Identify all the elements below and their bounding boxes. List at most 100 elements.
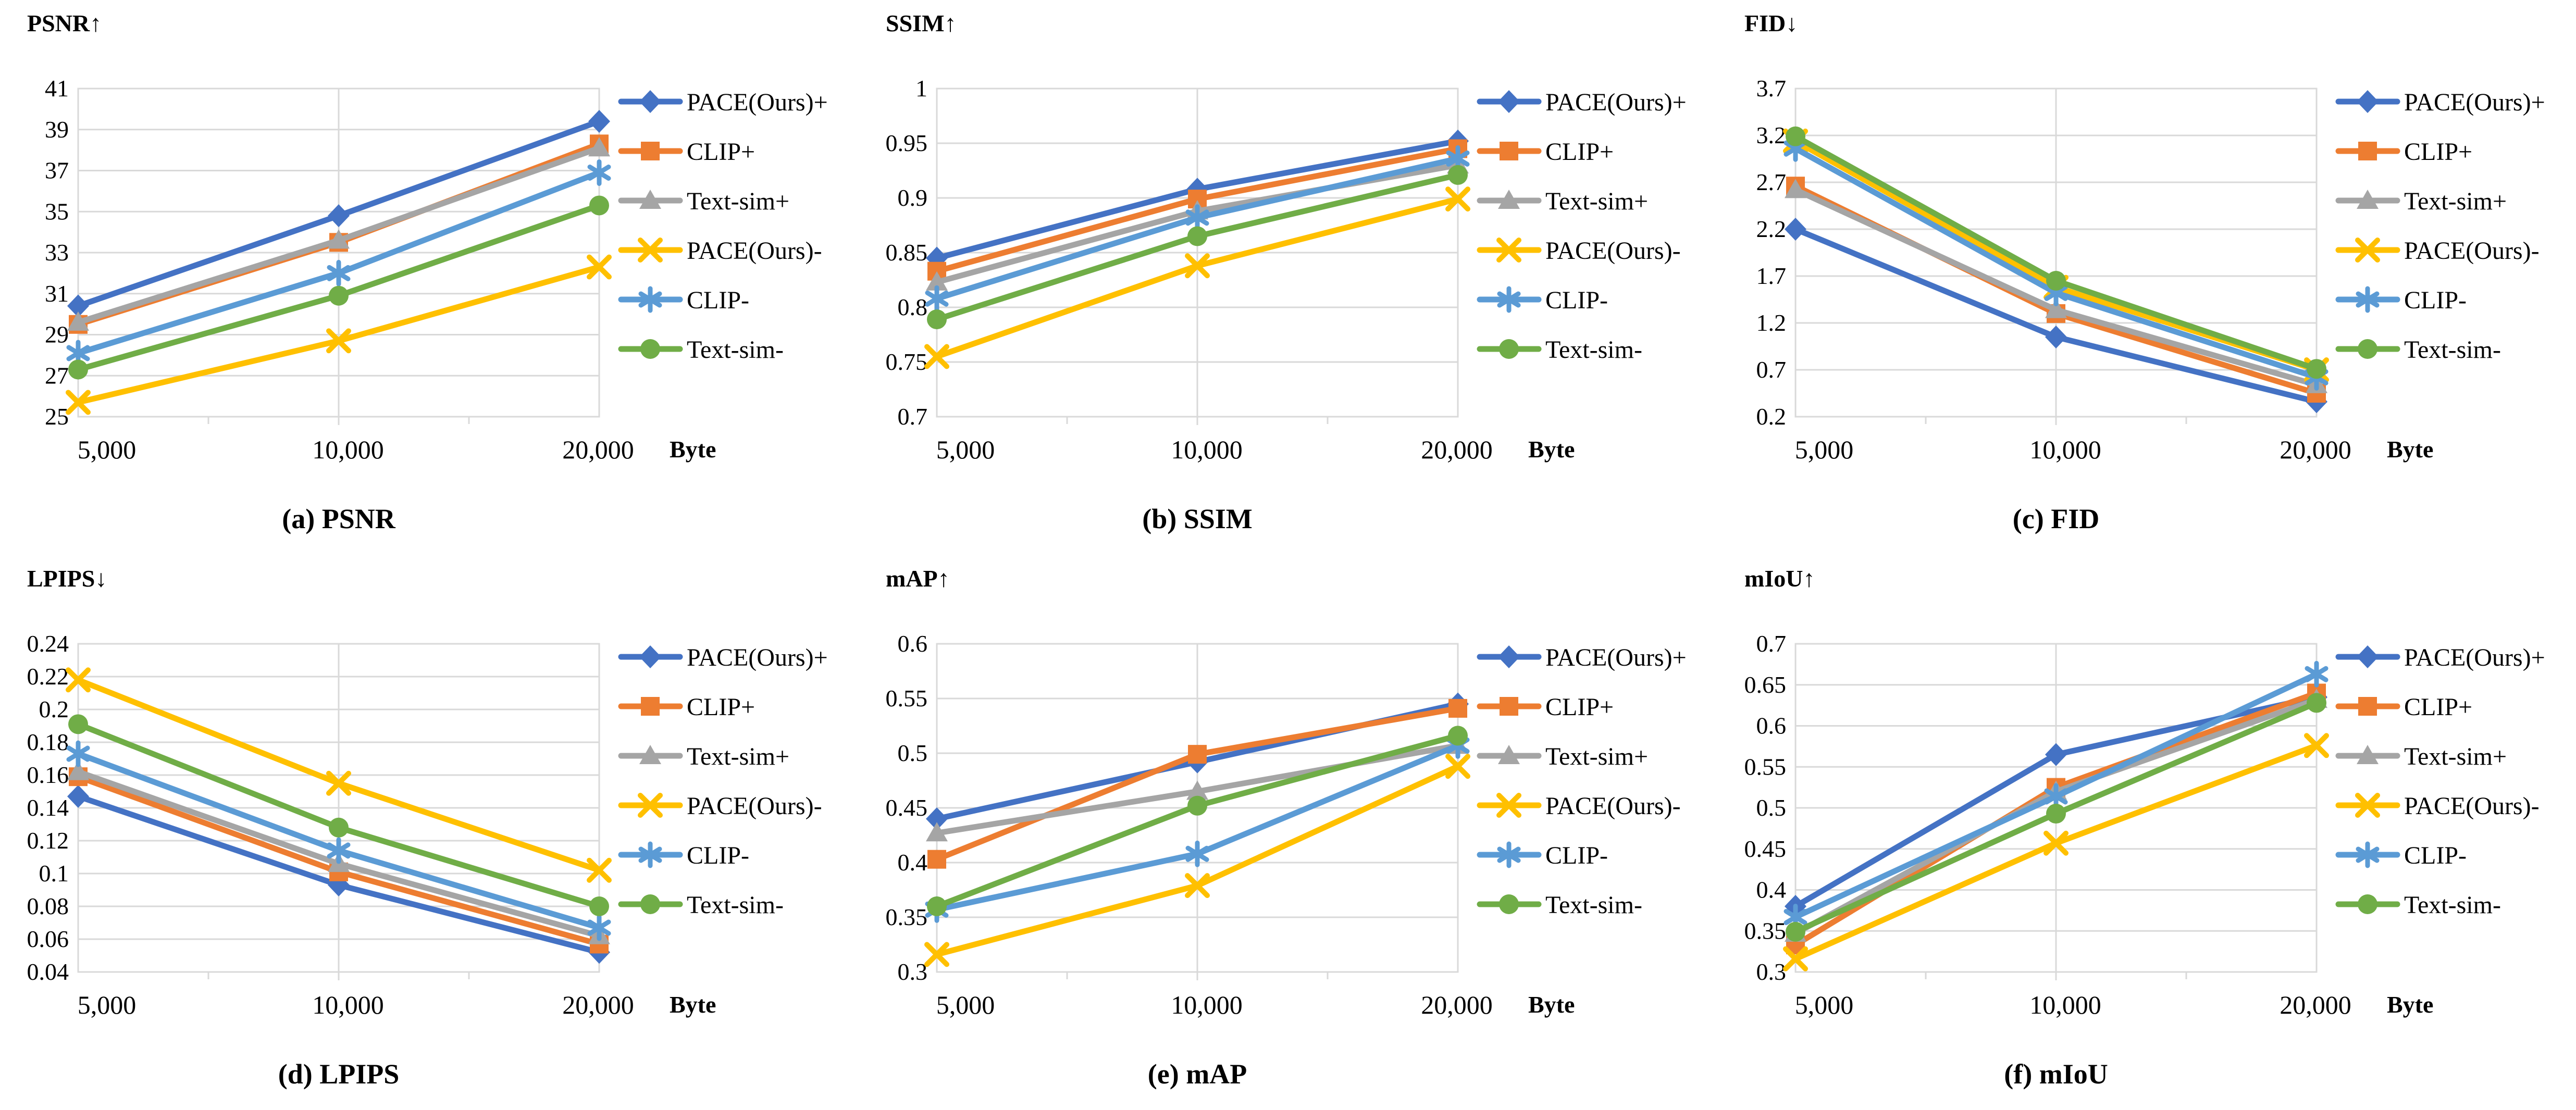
legend-label: Text-sim+ (687, 743, 789, 770)
square-marker-icon (641, 142, 660, 160)
series-group (924, 129, 1470, 369)
legend-item: Text-sim+ (2335, 743, 2507, 770)
circle-marker-icon (589, 195, 609, 216)
x-tick-label: 20,000 (1421, 990, 1493, 1019)
circle-marker-icon (2307, 693, 2326, 713)
square-marker-icon (927, 850, 946, 869)
y-tick-label: 0.4 (898, 849, 928, 876)
x-marker-icon (1185, 253, 1210, 279)
square-marker-icon (1500, 697, 1518, 716)
x-tick-label: 20,000 (562, 435, 634, 464)
asterisk-marker-icon (1185, 845, 1209, 862)
y-tick-label: 0.08 (27, 893, 69, 919)
y-tick-label: 0.2 (39, 696, 69, 722)
y-tick-label: 27 (45, 362, 69, 389)
asterisk-marker-icon (1497, 846, 1521, 863)
legend-item: CLIP+ (618, 138, 755, 166)
x-marker-icon (1496, 238, 1521, 263)
legend-item: PACE(Ours)- (1477, 792, 1681, 820)
legend-label: Text-sim- (1545, 891, 1642, 919)
plot-border (1794, 643, 2318, 973)
chart-a-svg: PSNR↑ 25 27 29 31 33 35 37 39 41 5,000 10,000 20,000… (27, 10, 828, 534)
legend: PACE(Ours)+ CLIP+ Text-sim+ PACE(Ours)- CLIP… (2335, 644, 2545, 919)
panel-caption: (a) PSNR (282, 503, 395, 534)
legend-item: PACE(Ours)+ (1477, 644, 1687, 671)
y-tick-label: 0.4 (1756, 877, 1787, 903)
legend-label: Text-sim+ (1545, 188, 1648, 215)
legend-label: CLIP- (2404, 842, 2467, 869)
legend-label: PACE(Ours)- (1545, 237, 1681, 265)
diamond-marker-icon (1498, 90, 1520, 113)
x-marker-icon (1496, 793, 1521, 818)
legend-item: CLIP- (1477, 841, 1608, 869)
x-tick-label: 20,000 (562, 990, 634, 1019)
legend-item: PACE(Ours)+ (618, 89, 828, 116)
diamond-marker-icon (588, 110, 610, 133)
triangle-marker-icon (67, 760, 89, 780)
legend-label: CLIP+ (1545, 693, 1614, 721)
x-marker-icon (924, 344, 949, 369)
circle-marker-icon (640, 894, 660, 914)
panel-caption: (e) mAP (1148, 1058, 1247, 1090)
x-tick-label: 5,000 (78, 435, 137, 464)
plot-grid (936, 88, 1459, 425)
x-marker-icon (2355, 238, 2380, 263)
y-tick-label: 2.2 (1756, 216, 1787, 242)
y-tick-label: 3.2 (1756, 122, 1787, 148)
asterisk-marker-icon (638, 846, 662, 863)
legend-label: PACE(Ours)- (687, 792, 822, 820)
diamond-marker-icon (926, 807, 948, 830)
x-marker-icon (587, 857, 612, 883)
legend-label: Text-sim- (687, 891, 784, 919)
legend-item: PACE(Ours)+ (2335, 644, 2545, 671)
panel-caption: (b) SSIM (1142, 503, 1253, 534)
legend-label: CLIP- (687, 842, 749, 869)
chart-title: mAP↑ (886, 565, 950, 592)
asterisk-marker-icon (66, 745, 90, 762)
x-tick-label: 10,000 (312, 435, 384, 464)
legend-label: PACE(Ours)+ (1545, 644, 1687, 671)
series-group (1783, 126, 2329, 414)
x-axis-title: Byte (1528, 991, 1575, 1018)
y-tick-label: 0.7 (1756, 356, 1787, 383)
circle-marker-icon (1499, 894, 1519, 914)
y-tick-label: 0.45 (1744, 835, 1787, 862)
y-tick-label: 0.6 (1756, 713, 1787, 739)
asterisk-marker-icon (327, 842, 351, 859)
circle-marker-icon (68, 714, 88, 734)
x-tick-label: 5,000 (936, 435, 995, 464)
chart-panel-a: PSNR↑ 25 27 29 31 33 35 37 39 41 5,000 10,000 20,000… (0, 0, 859, 555)
legend-label: CLIP- (2404, 286, 2467, 314)
x-axis-title: Byte (2387, 991, 2433, 1018)
triangle-marker-icon (588, 137, 610, 157)
x-axis-title: Byte (670, 991, 716, 1018)
legend-item: PACE(Ours)+ (1477, 89, 1687, 116)
diamond-marker-icon (639, 90, 661, 113)
legend: PACE(Ours)+ CLIP+ Text-sim+ PACE(Ours)- CLIP… (1477, 89, 1687, 364)
diamond-marker-icon (1498, 645, 1520, 668)
diamond-marker-icon (67, 784, 89, 808)
chart-title: PSNR↑ (27, 10, 102, 36)
legend-label: PACE(Ours)- (1545, 792, 1681, 820)
square-marker-icon (1448, 699, 1467, 718)
y-tick-label: 0.6 (898, 630, 928, 657)
y-tick-label: 35 (45, 198, 69, 225)
x-marker-icon (587, 254, 612, 280)
series-group (66, 667, 612, 964)
legend-label: PACE(Ours)- (687, 237, 822, 265)
chart-panel-b: SSIM↑ 0.7 0.75 0.8 0.85 0.9 0.95 1 5,000 10,000 20… (859, 0, 1717, 555)
asterisk-marker-icon (587, 919, 611, 936)
circle-marker-icon (1448, 726, 1468, 746)
legend: PACE(Ours)+ CLIP+ Text-sim+ PACE(Ours)- CLIP… (618, 89, 828, 364)
x-marker-icon (924, 942, 949, 967)
x-marker-icon (66, 667, 91, 693)
square-marker-icon (2358, 697, 2377, 716)
legend: PACE(Ours)+ CLIP+ Text-sim+ PACE(Ours)- CLIP… (1477, 644, 1687, 919)
legend-item: Text-sim- (618, 336, 784, 364)
legend-item: CLIP+ (2335, 138, 2472, 166)
y-tick-label: 41 (45, 75, 69, 102)
legend: PACE(Ours)+ CLIP+ Text-sim+ PACE(Ours)- CLIP… (618, 644, 828, 919)
legend-label: PACE(Ours)+ (2404, 644, 2545, 671)
y-tick-label: 0.5 (1756, 794, 1787, 821)
